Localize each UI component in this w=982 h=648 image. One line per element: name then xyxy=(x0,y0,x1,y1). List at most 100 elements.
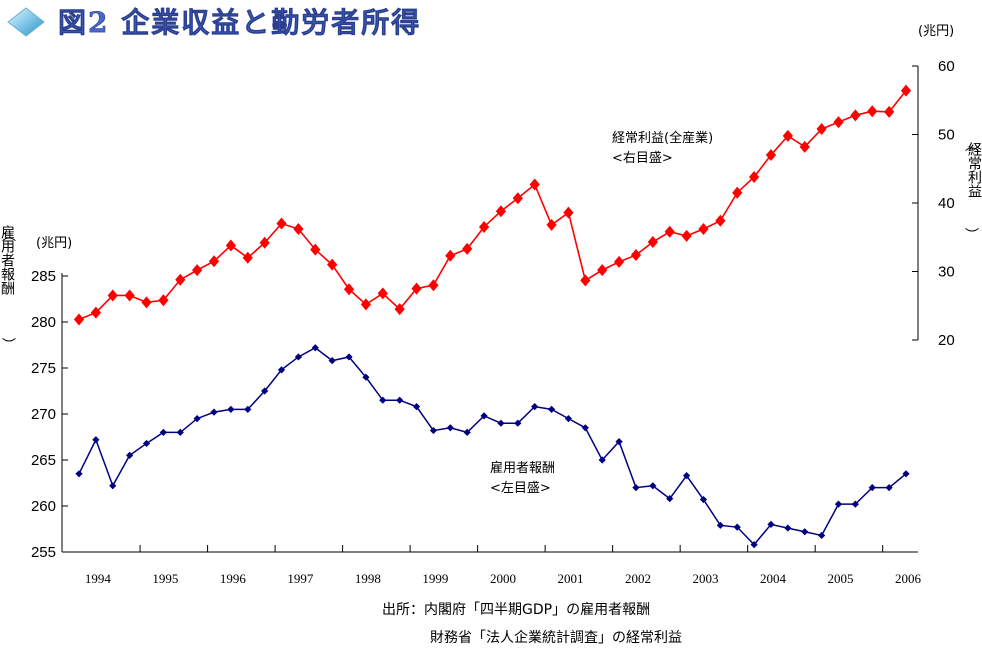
x-axis-ticks: 1994 1995 1996 1997 1998 1999 2000 2001 2002 2003… xyxy=(85,545,922,586)
left-tick-label: 255 xyxy=(31,544,56,561)
profit-point xyxy=(394,303,405,316)
compensation-point xyxy=(92,436,100,444)
profit-point xyxy=(749,170,760,183)
compensation-point xyxy=(564,415,573,423)
comp-annotation-name: 雇用者報酬 xyxy=(490,460,555,476)
compensation-point xyxy=(733,523,741,531)
profit-point xyxy=(698,223,709,236)
compensation-point xyxy=(311,344,319,352)
profit-point xyxy=(343,283,355,296)
x-tick-label: 1998 xyxy=(355,571,381,586)
profit-point xyxy=(816,123,827,136)
left-axis-close-paren: ︶ xyxy=(2,338,16,354)
profit-point xyxy=(613,255,625,268)
compensation-point xyxy=(429,426,438,435)
compensation-point xyxy=(75,470,83,478)
chart-title: 図2 企業収益と勤労者所得 xyxy=(58,6,421,39)
source-line-1: 出所：内閣府「四半期GDP」の雇用者報酬 xyxy=(382,601,650,618)
right-axis-close-paren: ︶ xyxy=(965,228,979,244)
compensation-point xyxy=(666,495,674,503)
profit-point xyxy=(850,109,861,122)
profit-point xyxy=(377,287,388,300)
profit-point xyxy=(141,296,152,309)
x-tick-label: 2004 xyxy=(760,571,787,586)
profit-point xyxy=(563,206,574,219)
x-tick-label: 2003 xyxy=(692,571,718,586)
right-axis-label: 経常利益 xyxy=(966,142,982,198)
profit-point xyxy=(276,217,287,230)
profit-point xyxy=(462,242,473,255)
x-tick-label: 2000 xyxy=(490,571,516,586)
compensation-point xyxy=(362,373,370,381)
series-compensation xyxy=(75,344,910,549)
right-tick-label: 50 xyxy=(938,127,955,144)
profit-point xyxy=(158,294,169,307)
compensation-point xyxy=(446,424,454,432)
compensation-point xyxy=(261,387,269,395)
compensation-point xyxy=(480,412,488,420)
compensation-point xyxy=(750,541,758,549)
profit-point xyxy=(580,274,591,287)
compensation-point xyxy=(649,482,657,490)
profit-point xyxy=(782,129,793,142)
compensation-point xyxy=(834,500,843,508)
x-tick-label: 2002 xyxy=(625,571,651,586)
compensation-point xyxy=(463,428,471,436)
profit-point xyxy=(411,282,422,295)
compensation-point xyxy=(497,419,505,427)
left-axis-unit: (兆円) xyxy=(36,236,72,251)
right-axis-open-paren: ︵ xyxy=(965,138,979,154)
profit-point xyxy=(681,229,692,242)
compensation-point xyxy=(328,357,336,365)
right-tick-label: 30 xyxy=(938,264,955,281)
profit-point xyxy=(124,289,135,302)
profit-point xyxy=(192,264,203,277)
compensation-point xyxy=(514,419,522,427)
profit-point xyxy=(799,140,810,153)
compensation-point xyxy=(193,415,201,423)
profit-point xyxy=(175,273,186,286)
left-tick-label: 265 xyxy=(31,452,56,469)
profit-point xyxy=(546,218,557,231)
profit-point xyxy=(90,306,101,319)
profit-point xyxy=(630,249,642,262)
compensation-point xyxy=(598,456,606,464)
profit-point xyxy=(360,298,372,311)
right-axis-unit: (兆円) xyxy=(918,24,954,39)
profit-point xyxy=(765,149,777,162)
x-tick-label: 2001 xyxy=(557,571,583,586)
compensation-point xyxy=(615,438,623,446)
profit-point xyxy=(327,258,338,271)
compensation-point xyxy=(159,428,167,436)
compensation-point xyxy=(632,484,640,492)
left-tick-label: 275 xyxy=(31,360,56,377)
profit-point xyxy=(225,239,236,252)
profit-point xyxy=(732,186,743,199)
left-axis-ticks: 255 260 265 270 275 280 285 xyxy=(31,268,68,561)
compensation-point xyxy=(379,396,387,404)
compensation-point xyxy=(109,482,117,490)
compensation-point xyxy=(547,405,556,413)
profit-point xyxy=(445,249,456,262)
x-tick-label: 2006 xyxy=(895,571,922,586)
profit-point xyxy=(597,264,608,277)
compensation-point xyxy=(885,484,893,492)
right-tick-label: 60 xyxy=(938,58,955,75)
series-profit xyxy=(73,84,912,326)
compensation-point xyxy=(126,451,134,459)
left-tick-label: 260 xyxy=(31,498,56,515)
compensation-point xyxy=(699,495,708,504)
x-tick-label: 1996 xyxy=(220,571,247,586)
compensation-point xyxy=(412,403,421,411)
profit-point xyxy=(647,236,658,249)
profit-point xyxy=(259,236,270,249)
compensation-point xyxy=(581,424,589,432)
left-axis-open-paren: ︵ xyxy=(2,228,16,244)
x-tick-label: 1995 xyxy=(152,571,178,586)
x-tick-label: 2005 xyxy=(827,571,853,586)
compensation-line xyxy=(78,346,907,546)
profit-point xyxy=(664,225,675,238)
left-tick-label: 280 xyxy=(31,314,56,331)
left-axis-label: 雇用者報酬 xyxy=(0,224,15,296)
